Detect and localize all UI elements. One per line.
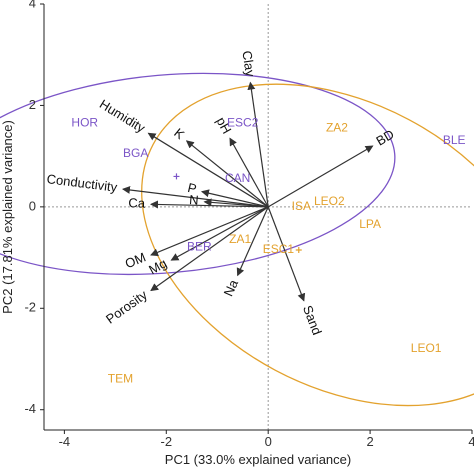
loading-label-om: OM: [123, 249, 148, 271]
loading-label-n: N: [189, 192, 200, 208]
y-tick-label: -2: [24, 300, 36, 315]
loading-label-na: Na: [221, 277, 242, 299]
y-tick-label: -4: [24, 401, 36, 416]
site-label-can: CAN: [225, 171, 250, 185]
loading-arrow-bd: [267, 145, 374, 208]
x-tick-label: 4: [468, 434, 474, 449]
site-label-ble: BLE: [443, 133, 466, 147]
y-tick-label: 2: [29, 97, 36, 112]
group-1-ellipse: [0, 72, 396, 276]
x-tick-label: 0: [265, 434, 272, 449]
zero-reference-lines: [44, 4, 472, 430]
group-ellipses: [0, 72, 474, 407]
x-tick-label: -2: [161, 434, 173, 449]
site-label-esc1: ESC1: [263, 242, 295, 256]
y-axis-title: PC2 (17.81% explained variance): [0, 120, 15, 314]
site-label-za2: ZA2: [326, 120, 348, 134]
site-label-hor: HOR: [71, 115, 98, 129]
site-label-za1: ZA1: [229, 232, 251, 246]
loading-arrow-sand: [267, 206, 306, 302]
loading-arrow-conductivity: [121, 185, 269, 208]
site-label-lpa: LPA: [359, 217, 381, 231]
site-label-bga: BGA: [123, 146, 148, 160]
loading-arrow-k: [185, 140, 269, 208]
loading-arrow-na: [236, 206, 269, 277]
y-tick-label: 4: [29, 0, 36, 10]
loading-arrow-ph: [229, 137, 269, 208]
loading-label-ph: pH: [213, 114, 234, 136]
group-2-centroid: [295, 246, 302, 253]
group-2-ellipse: [141, 83, 474, 407]
loading-label-humidity: Humidity: [97, 96, 148, 136]
site-label-ber: BER: [187, 240, 212, 254]
loading-arrow-om: [150, 206, 269, 257]
group-1-centroid: [173, 173, 180, 180]
y-tick-label: 0: [29, 198, 36, 213]
loading-label-porosity: Porosity: [103, 287, 150, 327]
x-tick-label: 2: [366, 434, 373, 449]
loading-arrow-n: [203, 198, 269, 208]
loading-label-p: P: [186, 180, 198, 197]
site-label-leo1: LEO1: [411, 341, 442, 355]
loading-arrow-porosity: [150, 206, 269, 292]
loading-label-clay: Clay: [239, 50, 258, 78]
site-label-tem: TEM: [108, 371, 133, 385]
loading-arrow-p: [200, 189, 269, 208]
loading-arrow-clay: [247, 81, 269, 207]
site-label-isa: ISA: [292, 199, 311, 213]
loading-label-sand: Sand: [300, 303, 325, 337]
loading-label-k: K: [171, 125, 187, 142]
x-axis-title: PC1 (33.0% explained variance): [165, 452, 351, 467]
x-tick-label: -4: [59, 434, 71, 449]
axis-ticks: -4 -2 0 2 4 -4 -2 0 2 4: [24, 0, 474, 449]
site-label-leo2: LEO2: [314, 194, 345, 208]
loading-label-conductivity: Conductivity: [46, 171, 119, 195]
site-label-esc2: ESC2: [227, 115, 259, 129]
loading-arrow-humidity: [147, 132, 269, 208]
loading-arrow-mg: [170, 206, 269, 261]
axes-frame: [43, 4, 472, 431]
loading-label-ca: Ca: [128, 195, 146, 210]
